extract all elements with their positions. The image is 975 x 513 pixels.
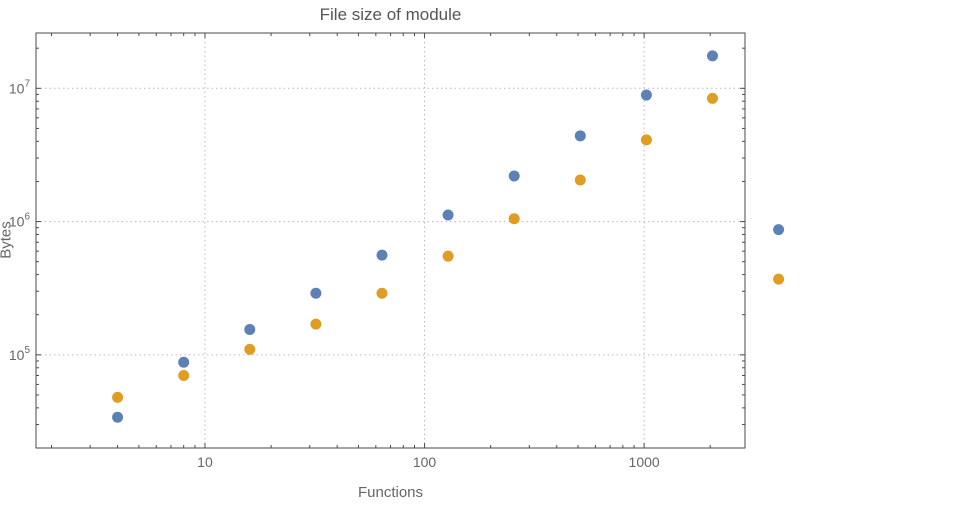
data-point-orange	[376, 287, 388, 299]
x-tick-label: 100	[413, 454, 437, 470]
data-point-orange	[310, 318, 322, 330]
data-point-orange	[178, 369, 190, 381]
y-tick-label: 106	[9, 212, 31, 230]
data-point-blue	[112, 411, 124, 423]
data-point-blue	[178, 356, 190, 368]
data-point-blue	[574, 130, 586, 142]
y-axis-label: Bytes	[0, 221, 15, 259]
data-point-orange	[706, 92, 718, 104]
data-point-blue	[773, 224, 785, 236]
y-tick-label: 107	[9, 78, 31, 96]
data-point-blue	[376, 249, 388, 261]
data-point-blue	[310, 287, 322, 299]
x-tick-label: 10	[197, 454, 213, 470]
data-point-orange	[574, 174, 586, 186]
data-point-orange	[442, 250, 454, 262]
y-tick-label: 105	[9, 345, 31, 363]
data-point-blue	[508, 170, 520, 182]
data-point-blue	[244, 323, 256, 335]
data-point-blue	[640, 89, 652, 101]
data-point-orange	[508, 213, 520, 225]
data-point-blue	[442, 209, 454, 221]
data-point-orange	[773, 273, 785, 285]
chart-title: File size of module	[319, 5, 462, 24]
data-point-blue	[706, 50, 718, 62]
data-point-orange	[244, 343, 256, 355]
x-axis-label: Functions	[357, 484, 424, 501]
data-point-orange	[112, 391, 124, 403]
data-point-orange	[640, 134, 652, 146]
plot-frame	[35, 32, 746, 449]
x-tick-label: 1000	[629, 454, 660, 470]
